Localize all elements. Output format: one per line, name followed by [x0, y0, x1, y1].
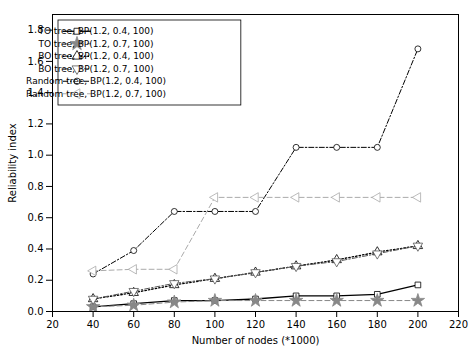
svg-text:1.6: 1.6: [27, 55, 44, 67]
svg-text:Random tree, BP(1.2, 0.7, 100): Random tree, BP(1.2, 0.7, 100): [26, 89, 166, 99]
svg-text:0.4: 0.4: [28, 243, 44, 254]
svg-text:Reliability index: Reliability index: [7, 123, 18, 202]
svg-text:180: 180: [368, 319, 387, 330]
svg-text:20: 20: [46, 319, 59, 330]
svg-text:1.2: 1.2: [28, 118, 44, 129]
svg-text:1.8: 1.8: [27, 24, 44, 36]
svg-text:0.6: 0.6: [28, 212, 44, 223]
svg-text:Random tree, BP(1.2, 0.4, 100): Random tree, BP(1.2, 0.4, 100): [26, 76, 166, 86]
svg-text:120: 120: [246, 319, 265, 330]
svg-text:220: 220: [449, 319, 468, 330]
svg-text:TO tree, BP(1.2, 0.7, 100): TO tree, BP(1.2, 0.7, 100): [37, 39, 153, 49]
svg-text:0.0: 0.0: [28, 306, 44, 317]
svg-text:1.0: 1.0: [28, 149, 44, 160]
svg-text:BO tree, BP(1.2, 0.7, 100): BO tree, BP(1.2, 0.7, 100): [38, 64, 154, 74]
svg-text:100: 100: [205, 319, 224, 330]
svg-text:60: 60: [127, 319, 140, 330]
svg-text:0.2: 0.2: [28, 274, 44, 285]
svg-text:TO tree, BP(1.2, 0.4, 100): TO tree, BP(1.2, 0.4, 100): [37, 26, 153, 36]
svg-text:Number of nodes (*1000): Number of nodes (*1000): [192, 335, 320, 346]
svg-text:40: 40: [87, 319, 100, 330]
svg-text:160: 160: [327, 319, 346, 330]
svg-text:200: 200: [408, 319, 427, 330]
svg-text:80: 80: [168, 319, 181, 330]
svg-text:0.8: 0.8: [28, 181, 44, 192]
svg-text:140: 140: [287, 319, 306, 330]
svg-text:BO tree, BP(1.2, 0.4, 100): BO tree, BP(1.2, 0.4, 100): [38, 51, 154, 61]
